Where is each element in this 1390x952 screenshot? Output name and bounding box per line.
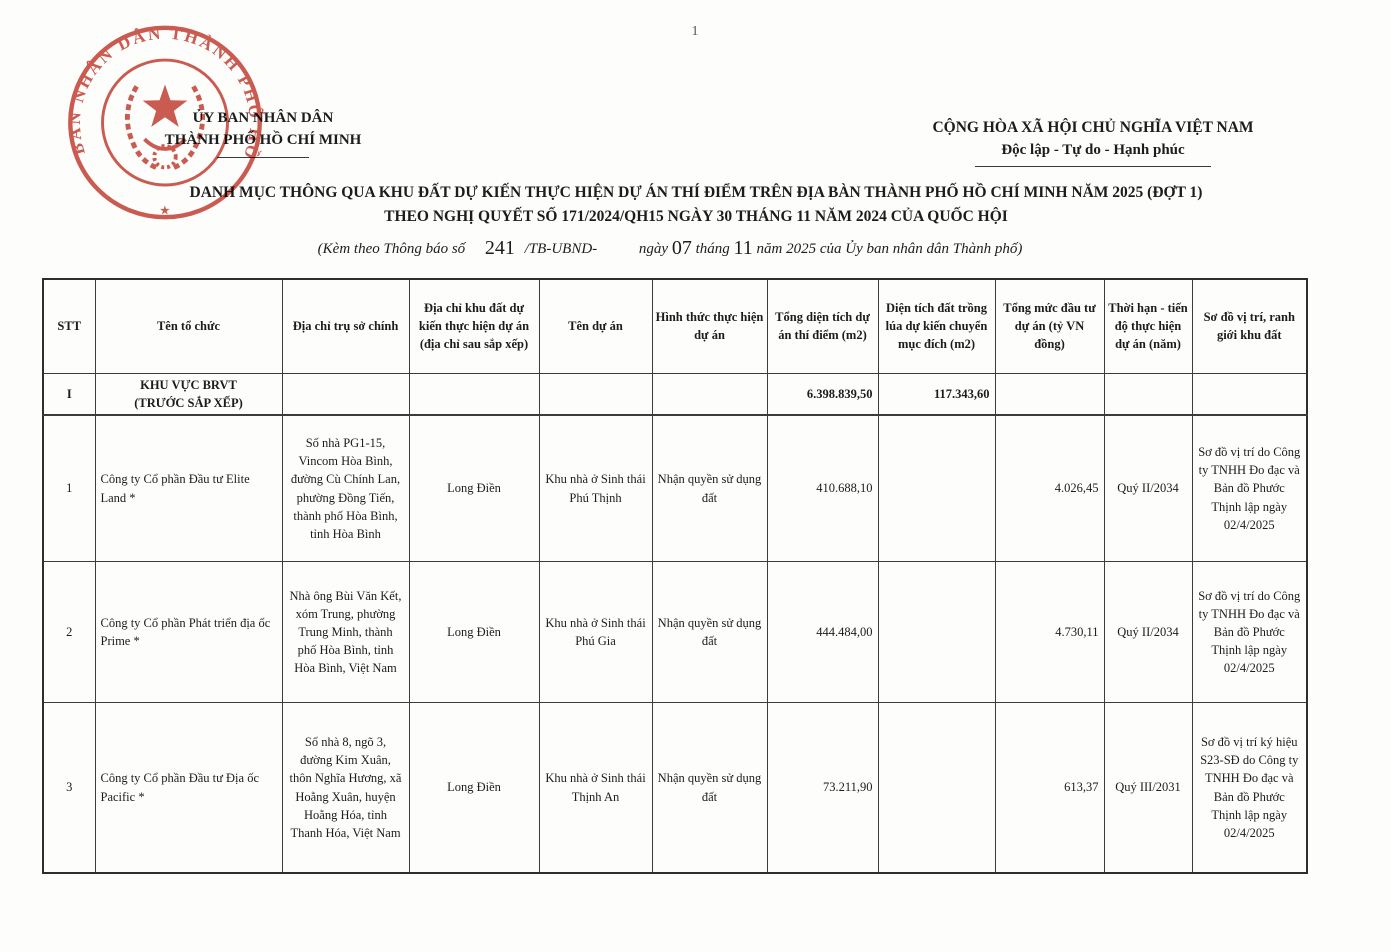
note-word-month: tháng — [695, 241, 730, 257]
table-cell — [408, 372, 540, 416]
notice-number: 241 — [484, 237, 515, 259]
table-cell: 613,37 — [994, 702, 1105, 874]
table-cell: Long Điền — [408, 414, 540, 563]
title-line2: THEO NGHỊ QUYẾT SỐ 171/2024/QH15 NGÀY 30… — [384, 208, 1008, 226]
table-cell: Quý II/2034 — [1103, 414, 1193, 563]
section-row: I KHU VỰC BRVT (TRƯỚC SẮP XẾP) 6.398.839,5… — [42, 372, 1308, 416]
table-cell: I — [42, 372, 96, 416]
table-cell: Khu nhà ở Sinh thái Phú Thịnh — [538, 414, 653, 563]
land-projects-table: STT Tên tổ chức Địa chỉ trụ sở chính Địa ch… — [42, 278, 1308, 874]
table-cell: 6.398.839,50 — [766, 372, 879, 416]
table-row: 1 Công ty Cổ phần Đầu tư Elite Land * Số n… — [42, 414, 1308, 563]
document-title: DANH MỤC THÔNG QUA KHU ĐẤT DỰ KIẾN THỰC … — [60, 181, 1332, 229]
table-cell: 3 — [42, 702, 96, 874]
table-cell: Công ty Cổ phần Đầu tư Elite Land * — [94, 414, 283, 563]
issuing-org-block: ỦY BAN NHÂN DÂN THÀNH PHỐ HỒ CHÍ MINH — [138, 108, 388, 158]
table-cell: Nhận quyền sử dụng đất — [651, 702, 768, 874]
table-cell: 4.730,11 — [994, 561, 1105, 704]
table-cell — [877, 702, 996, 874]
table-cell: Long Điền — [408, 702, 540, 874]
note-prefix: (Kèm theo Thông báo số — [317, 241, 466, 257]
table-cell — [877, 414, 996, 563]
table-cell: Sơ đồ vị trí do Công ty TNHH Đo đạc và B… — [1191, 414, 1308, 563]
table-cell: KHU VỰC BRVT (TRƯỚC SẮP XẾP) — [94, 372, 283, 416]
table-cell: 2 — [42, 561, 96, 704]
note-word-day: ngày — [638, 241, 669, 257]
table-cell: Sơ đồ vị trí ký hiệu S23-SĐ do Công ty T… — [1191, 702, 1308, 874]
column-header-10: Thời hạn - tiến độ thực hiện dự án (năm) — [1103, 278, 1193, 374]
column-header-8: Diện tích đất trồng lúa dự kiến chuyển m… — [877, 278, 996, 374]
table-cell: 1 — [42, 414, 96, 563]
column-header-7: Tổng diện tích dự án thí điểm (m2) — [766, 278, 879, 374]
table-cell: Nhận quyền sử dụng đất — [651, 414, 768, 563]
page-number: 1 — [691, 24, 699, 39]
table-cell: 444.484,00 — [766, 561, 879, 704]
title-line1: DANH MỤC THÔNG QUA KHU ĐẤT DỰ KIẾN THỰC … — [189, 184, 1203, 201]
column-header-6: Hình thức thực hiện dự án — [651, 278, 768, 374]
table-row: 3 Công ty Cổ phần Đầu tư Địa ốc Pacific *… — [42, 702, 1308, 874]
table-cell — [538, 372, 653, 416]
table-cell: 117.343,60 — [877, 372, 996, 416]
table-cell — [877, 561, 996, 704]
table-cell — [281, 372, 410, 416]
table-cell — [1191, 372, 1308, 416]
table-cell: 4.026,45 — [994, 414, 1105, 563]
table-cell: Số nhà PG1-15, Vincom Hòa Bình, đường Cù… — [281, 414, 410, 563]
column-header-2: Tên tổ chức — [94, 278, 283, 374]
table-cell: Công ty Cổ phần Đầu tư Địa ốc Pacific * — [94, 702, 283, 874]
table-cell: Nhận quyền sử dụng đất — [651, 561, 768, 704]
table-cell: Khu nhà ở Sinh thái Thịnh An — [538, 702, 653, 874]
column-header-4: Địa chỉ khu đất dự kiến thực hiện dự án … — [408, 278, 540, 374]
table-header-row: STT Tên tổ chức Địa chỉ trụ sở chính Địa ch… — [42, 278, 1308, 374]
org-underline — [217, 156, 309, 158]
table-cell: Nhà ông Bùi Văn Kết, xóm Trung, phường T… — [281, 561, 410, 704]
org-name-line2: THÀNH PHỐ HỒ CHÍ MINH — [164, 131, 362, 148]
notice-form-code: /TB-UBND- — [524, 241, 598, 257]
national-motto: Độc lập - Tự do - Hạnh phúc — [1001, 142, 1185, 159]
land-projects-table-wrap: STT Tên tổ chức Địa chỉ trụ sở chính Địa ch… — [42, 278, 1308, 874]
table-cell: Quý III/2031 — [1103, 702, 1193, 874]
table-cell: Sơ đồ vị trí do Công ty TNHH Đo đạc và B… — [1191, 561, 1308, 704]
notice-month: 11 — [733, 237, 753, 259]
column-header-9: Tổng mức đầu tư dự án (tỷ VN đồng) — [994, 278, 1105, 374]
table-cell: 410.688,10 — [766, 414, 879, 563]
column-header-5: Tên dự án — [538, 278, 653, 374]
table-cell: Long Điền — [408, 561, 540, 704]
note-suffix: năm 2025 của Ủy ban nhân dân Thành phố) — [756, 241, 1023, 257]
national-header-block: CỘNG HÒA XÃ HỘI CHỦ NGHĨA VIỆT NAM Độc l… — [898, 116, 1288, 167]
column-header-3: Địa chỉ trụ sở chính — [281, 278, 410, 374]
column-header-11: Sơ đồ vị trí, ranh giới khu đất — [1191, 278, 1308, 374]
motto-underline — [975, 165, 1211, 167]
notice-day: 07 — [671, 237, 692, 259]
attachment-note: (Kèm theo Thông báo số 241 /TB-UBND- ngà… — [0, 236, 1340, 259]
table-cell — [1103, 372, 1193, 416]
national-title: CỘNG HÒA XÃ HỘI CHỦ NGHĨA VIỆT NAM — [932, 119, 1254, 136]
table-cell: Số nhà 8, ngõ 3, đường Kim Xuân, thôn Ng… — [281, 702, 410, 874]
table-cell: Công ty Cổ phần Phát triển địa ốc Prime … — [94, 561, 283, 704]
table-row: 2 Công ty Cổ phần Phát triển địa ốc Prime… — [42, 561, 1308, 704]
table-cell: Khu nhà ở Sinh thái Phú Gia — [538, 561, 653, 704]
table-cell — [651, 372, 768, 416]
column-header-1: STT — [42, 278, 96, 374]
table-cell: 73.211,90 — [766, 702, 879, 874]
org-name-line1: ỦY BAN NHÂN DÂN — [192, 110, 334, 126]
table-cell: Quý II/2034 — [1103, 561, 1193, 704]
table-cell — [994, 372, 1105, 416]
